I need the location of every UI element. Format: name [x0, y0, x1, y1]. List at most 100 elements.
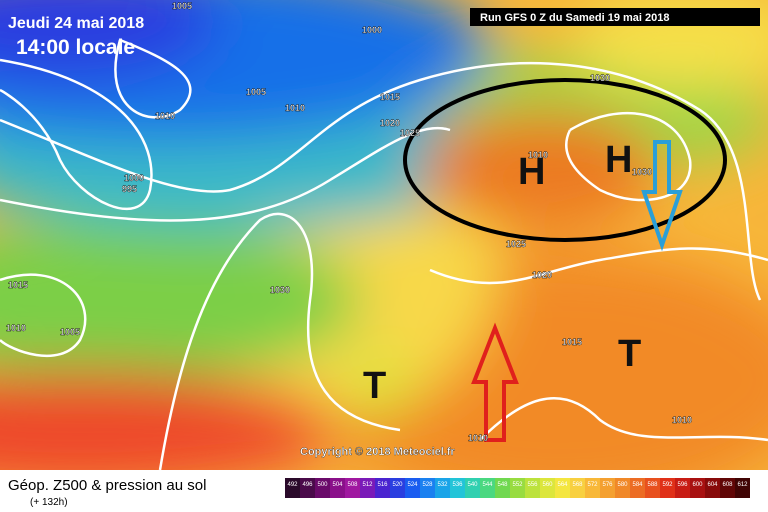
scale-label: 508 [347, 482, 358, 488]
isobar-label: 1005 [246, 87, 266, 97]
scale-swatch [345, 478, 360, 498]
blue-arrow [641, 140, 683, 252]
scale-label: 540 [467, 482, 478, 488]
scale-swatch [720, 478, 735, 498]
scale-swatch [465, 478, 480, 498]
scale-swatch [630, 478, 645, 498]
scale-swatch [300, 478, 315, 498]
isobar-label: 1015 [380, 92, 400, 102]
run-box [470, 8, 760, 26]
scale-label: 576 [602, 482, 613, 488]
scale-label: 560 [542, 482, 553, 488]
scale-swatch [645, 478, 660, 498]
scale-label: 608 [722, 482, 733, 488]
scale-label: 588 [647, 482, 658, 488]
isobar-label: 995 [122, 184, 137, 194]
scale-swatch [690, 478, 705, 498]
isobar-label: 1005 [60, 327, 80, 337]
scale-swatch [450, 478, 465, 498]
isobar-label: 1005 [172, 1, 192, 11]
isobar-label: 1025 [506, 239, 526, 249]
scale-swatch [660, 478, 675, 498]
scale-label: 612 [737, 482, 748, 488]
scale-label: 580 [617, 482, 628, 488]
scale-label: 536 [452, 482, 463, 488]
scale-swatch [585, 478, 600, 498]
copyright: Copyright © 2018 Meteociel.fr [300, 446, 456, 458]
scale-swatch [615, 478, 630, 498]
scale-swatch [360, 478, 375, 498]
scale-label: 592 [662, 482, 673, 488]
scale-swatch [495, 478, 510, 498]
run-info: Run GFS 0 Z du Samedi 19 mai 2018 [480, 12, 670, 24]
scale-swatch [705, 478, 720, 498]
isobar-label: 1010 [155, 111, 175, 121]
scale-swatch [555, 478, 570, 498]
scale-label: 568 [572, 482, 583, 488]
pressure-center: T [618, 333, 641, 375]
isobar-label: 1020 [380, 118, 400, 128]
footer-lead: (+ 132h) [30, 497, 68, 508]
scale-swatch [405, 478, 420, 498]
scale-label: 600 [692, 482, 703, 488]
scale-label: 496 [302, 482, 313, 488]
scale-label: 500 [317, 482, 328, 488]
isobar-label: 1010 [672, 415, 692, 425]
red-arrow [471, 322, 519, 442]
footer-title: Géop. Z500 & pression au sol [8, 477, 206, 494]
isobar-label: 1030 [632, 167, 652, 177]
scale-label: 516 [377, 482, 388, 488]
isobar-label: 1030 [270, 285, 290, 295]
isobar-label: 1030 [590, 73, 610, 83]
labels: 1005100010101005101010151020102510301010… [6, 1, 692, 443]
scale-swatch [525, 478, 540, 498]
scale-label: 556 [527, 482, 538, 488]
scale-label: 492 [287, 482, 298, 488]
pressure-center: T [363, 365, 386, 407]
scale-label: 564 [557, 482, 568, 488]
scale-swatch [375, 478, 390, 498]
isobar-label: 1000 [362, 25, 382, 35]
scale-label: 584 [632, 482, 643, 488]
scale-label: 596 [677, 482, 688, 488]
scale-swatch [675, 478, 690, 498]
isobar-label: 1015 [562, 337, 582, 347]
scale-swatch [480, 478, 495, 498]
time: 14:00 locale [16, 36, 135, 59]
isobar-label: 1010 [6, 323, 26, 333]
scale-swatch [540, 478, 555, 498]
scale-label: 520 [392, 482, 403, 488]
scale-label: 528 [422, 482, 433, 488]
scale-label: 504 [332, 482, 343, 488]
isobar-label: 1010 [528, 150, 548, 160]
isobar-label: 1025 [400, 128, 420, 138]
pressure-center: H [605, 139, 632, 181]
scale-label: 572 [587, 482, 598, 488]
color-scale: 492 496 500 504 508 512 516 520 524 528 532 536 540 5… [285, 478, 750, 498]
scale-swatch [735, 478, 750, 498]
isobar-label: 1010 [468, 433, 488, 443]
isobar-label: 1015 [8, 280, 28, 290]
highlight-ellipse [403, 78, 727, 242]
isobar-label: 1000 [124, 173, 144, 183]
scale-swatch [390, 478, 405, 498]
scale-label: 552 [512, 482, 523, 488]
scale-swatch [435, 478, 450, 498]
scale-swatch [570, 478, 585, 498]
isobar-label: 1020 [532, 270, 552, 280]
isobar-lines [0, 38, 768, 470]
scale-label: 532 [437, 482, 448, 488]
date: Jeudi 24 mai 2018 [8, 15, 144, 32]
scale-label: 524 [407, 482, 418, 488]
isobar-label: 1010 [285, 103, 305, 113]
scale-swatch [285, 478, 300, 498]
scale-swatch [330, 478, 345, 498]
scale-label: 512 [362, 482, 373, 488]
scale-label: 604 [707, 482, 718, 488]
scale-swatch [510, 478, 525, 498]
scale-swatch [420, 478, 435, 498]
scale-swatch [600, 478, 615, 498]
scale-swatch [315, 478, 330, 498]
